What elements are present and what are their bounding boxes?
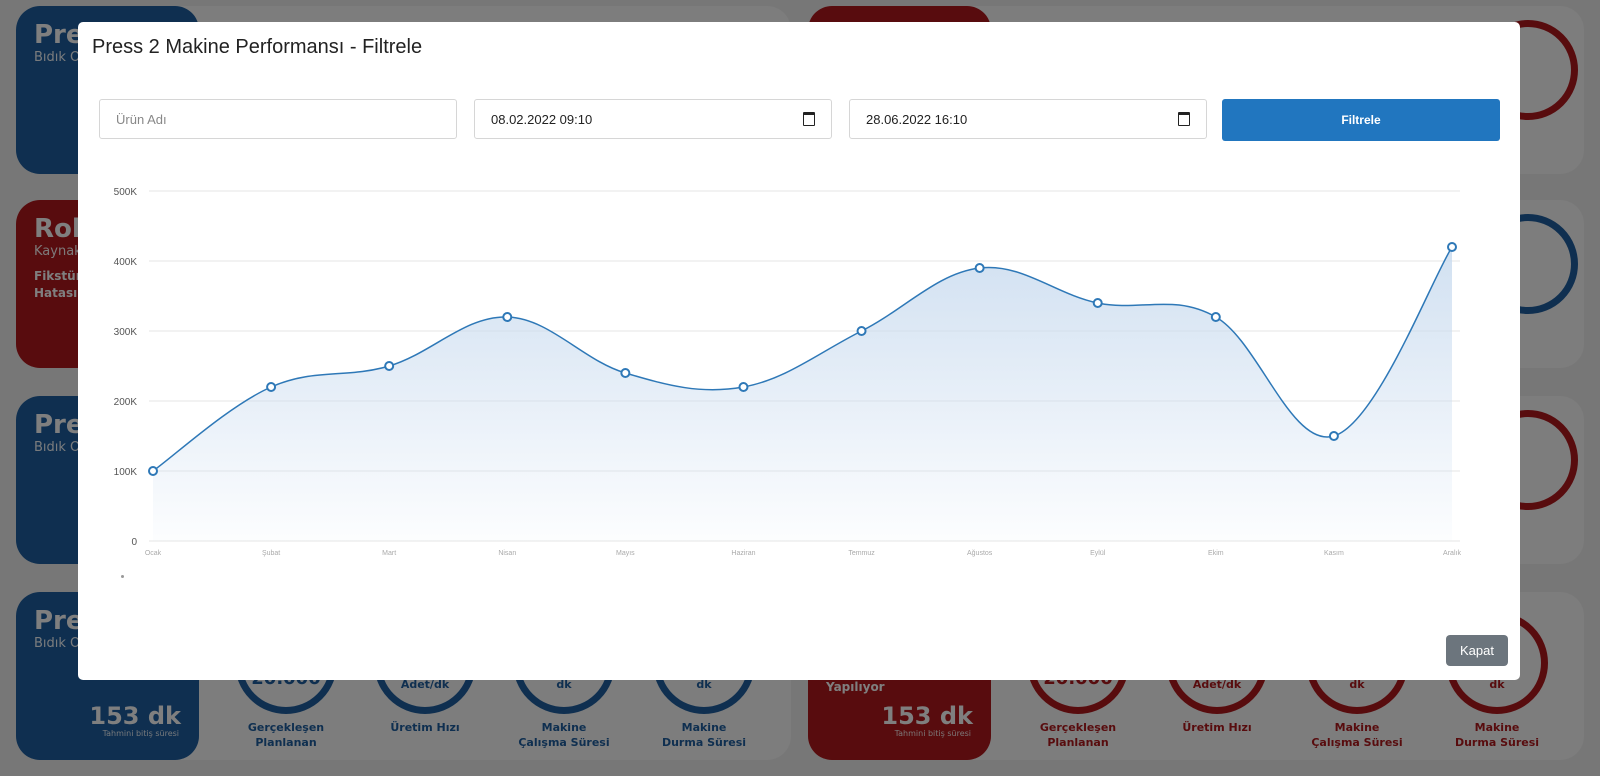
- performance-modal: Press 2 Makine Performansı - Filtrele 08…: [78, 22, 1520, 680]
- data-point: [620, 368, 631, 378]
- y-tick-label: 100K: [114, 467, 138, 478]
- series-area: [153, 247, 1452, 541]
- y-tick-label: 500K: [114, 187, 138, 198]
- data-point: [856, 326, 867, 336]
- start-date-value: 08.02.2022 09:10: [491, 111, 593, 127]
- start-date-input[interactable]: 08.02.2022 09:10: [474, 99, 832, 139]
- x-tick-label: Mart: [382, 550, 396, 557]
- x-tick-label: Haziran: [731, 550, 755, 557]
- x-tick-label: Aralık: [1443, 550, 1461, 557]
- performance-chart: 0 100K 200K 300K 400K 500K Ocak Şubat Mart Nisan M…: [114, 187, 1462, 557]
- filter-button[interactable]: Filtrele: [1222, 99, 1500, 141]
- x-tick-label: Temmuz: [848, 550, 875, 557]
- data-point: [502, 312, 513, 322]
- x-tick-label: Ağustos: [967, 550, 993, 557]
- x-tick-label: Eylül: [1090, 550, 1106, 557]
- data-point: [148, 466, 158, 476]
- y-tick-label: 200K: [114, 397, 138, 408]
- end-date-input[interactable]: 28.06.2022 16:10: [849, 99, 1207, 139]
- data-point: [1210, 312, 1221, 322]
- x-tick-label: Mayıs: [616, 550, 635, 557]
- x-tick-label: Ekim: [1208, 550, 1224, 557]
- x-tick-label: Nisan: [498, 550, 516, 557]
- legend-marker: [121, 575, 124, 578]
- product-name-input[interactable]: [100, 100, 456, 138]
- y-tick-label: 400K: [114, 257, 138, 268]
- modal-title: Press 2 Makine Performansı - Filtrele: [92, 36, 423, 58]
- data-point: [266, 382, 277, 392]
- data-point: [1092, 298, 1103, 308]
- series-line: [152, 246, 1453, 472]
- x-tick-label: Kasım: [1324, 550, 1344, 557]
- calendar-icon[interactable]: [803, 112, 815, 126]
- data-point: [1328, 431, 1339, 441]
- x-tick-label: Şubat: [262, 550, 280, 557]
- calendar-icon[interactable]: [1178, 112, 1190, 126]
- y-tick-label: 300K: [114, 327, 138, 338]
- data-point: [1447, 242, 1457, 252]
- data-point: [974, 263, 985, 273]
- product-field[interactable]: [99, 99, 457, 139]
- close-button[interactable]: Kapat: [1446, 635, 1508, 666]
- end-date-value: 28.06.2022 16:10: [866, 111, 968, 127]
- y-tick-label: 0: [131, 537, 137, 548]
- data-point: [738, 382, 749, 392]
- x-tick-label: Ocak: [145, 550, 162, 557]
- data-point: [384, 361, 395, 371]
